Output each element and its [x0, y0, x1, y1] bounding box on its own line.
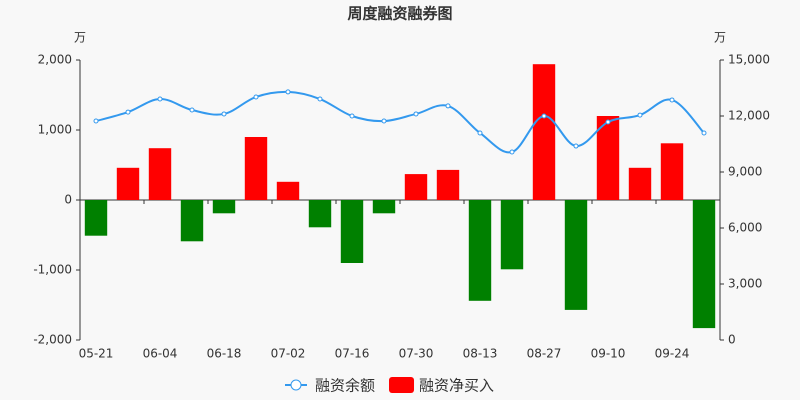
- bar: [660, 143, 684, 200]
- bar: [628, 167, 652, 200]
- line: [95, 90, 705, 154]
- y2-tick-label: 9,000: [728, 165, 762, 179]
- x-tick-label: 07-30: [399, 347, 434, 361]
- bar: [468, 200, 492, 301]
- y2-tick-label: 15,000: [728, 53, 770, 67]
- line-point: [669, 97, 675, 103]
- y-tick-label: 1,000: [38, 123, 72, 137]
- bar: [308, 200, 332, 228]
- bar: [180, 200, 204, 242]
- bar: [244, 137, 268, 200]
- y2-tick-label: 12,000: [728, 109, 770, 123]
- bar: [116, 167, 140, 200]
- bar: [148, 148, 172, 200]
- x-tick-label: 06-18: [207, 347, 242, 361]
- line-point: [605, 119, 611, 125]
- line-point: [509, 149, 515, 155]
- bar: [532, 64, 556, 200]
- x-tick-label: 07-02: [271, 347, 306, 361]
- bar: [276, 181, 300, 200]
- line-point: [413, 111, 419, 117]
- line-point: [381, 118, 387, 124]
- line-point: [349, 113, 355, 119]
- x-tick-label: 09-10: [591, 347, 626, 361]
- line-point: [573, 143, 579, 149]
- line-point: [445, 103, 451, 109]
- line-point: [637, 112, 643, 118]
- bar: [436, 169, 460, 200]
- bar: [212, 200, 236, 214]
- legend-swatch: [389, 377, 415, 393]
- x-tick-label: 08-27: [527, 347, 562, 361]
- legend-label: 融资净买入: [419, 377, 494, 395]
- bar: [564, 200, 588, 310]
- bar: [500, 200, 524, 270]
- bar: [372, 200, 396, 214]
- bar: [340, 200, 364, 263]
- y2-tick-label: 6,000: [728, 221, 762, 235]
- line-point: [477, 130, 483, 136]
- y-unit: 万: [74, 31, 86, 45]
- legend-marker: [290, 379, 302, 391]
- x-tick-label: 05-21: [79, 347, 114, 361]
- x-tick-label: 07-16: [335, 347, 370, 361]
- line-point: [253, 94, 259, 100]
- bar: [84, 200, 108, 236]
- legend-label: 融资余额: [315, 377, 375, 395]
- line-point: [221, 111, 227, 117]
- x-tick-label: 09-24: [655, 347, 690, 361]
- line-point: [189, 107, 195, 113]
- y-tick-label: -2,000: [33, 333, 72, 347]
- chart-title: 周度融资融券图: [347, 5, 452, 23]
- bar: [596, 116, 620, 200]
- y2-unit: 万: [714, 31, 726, 45]
- y-tick-label: 0: [64, 193, 72, 207]
- line-point: [701, 130, 707, 136]
- line-point: [541, 113, 547, 119]
- y2-tick-label: 0: [728, 333, 736, 347]
- y-tick-label: -1,000: [33, 263, 72, 277]
- x-tick-label: 06-04: [143, 347, 178, 361]
- line-point: [125, 109, 131, 115]
- line-point: [317, 96, 323, 102]
- bar: [692, 200, 716, 329]
- y-tick-label: 2,000: [38, 53, 72, 67]
- line-point: [93, 118, 99, 124]
- x-tick-label: 08-13: [463, 347, 498, 361]
- bar: [404, 174, 428, 200]
- line-point: [157, 96, 163, 102]
- y2-tick-label: 3,000: [728, 277, 762, 291]
- line-point: [285, 89, 291, 95]
